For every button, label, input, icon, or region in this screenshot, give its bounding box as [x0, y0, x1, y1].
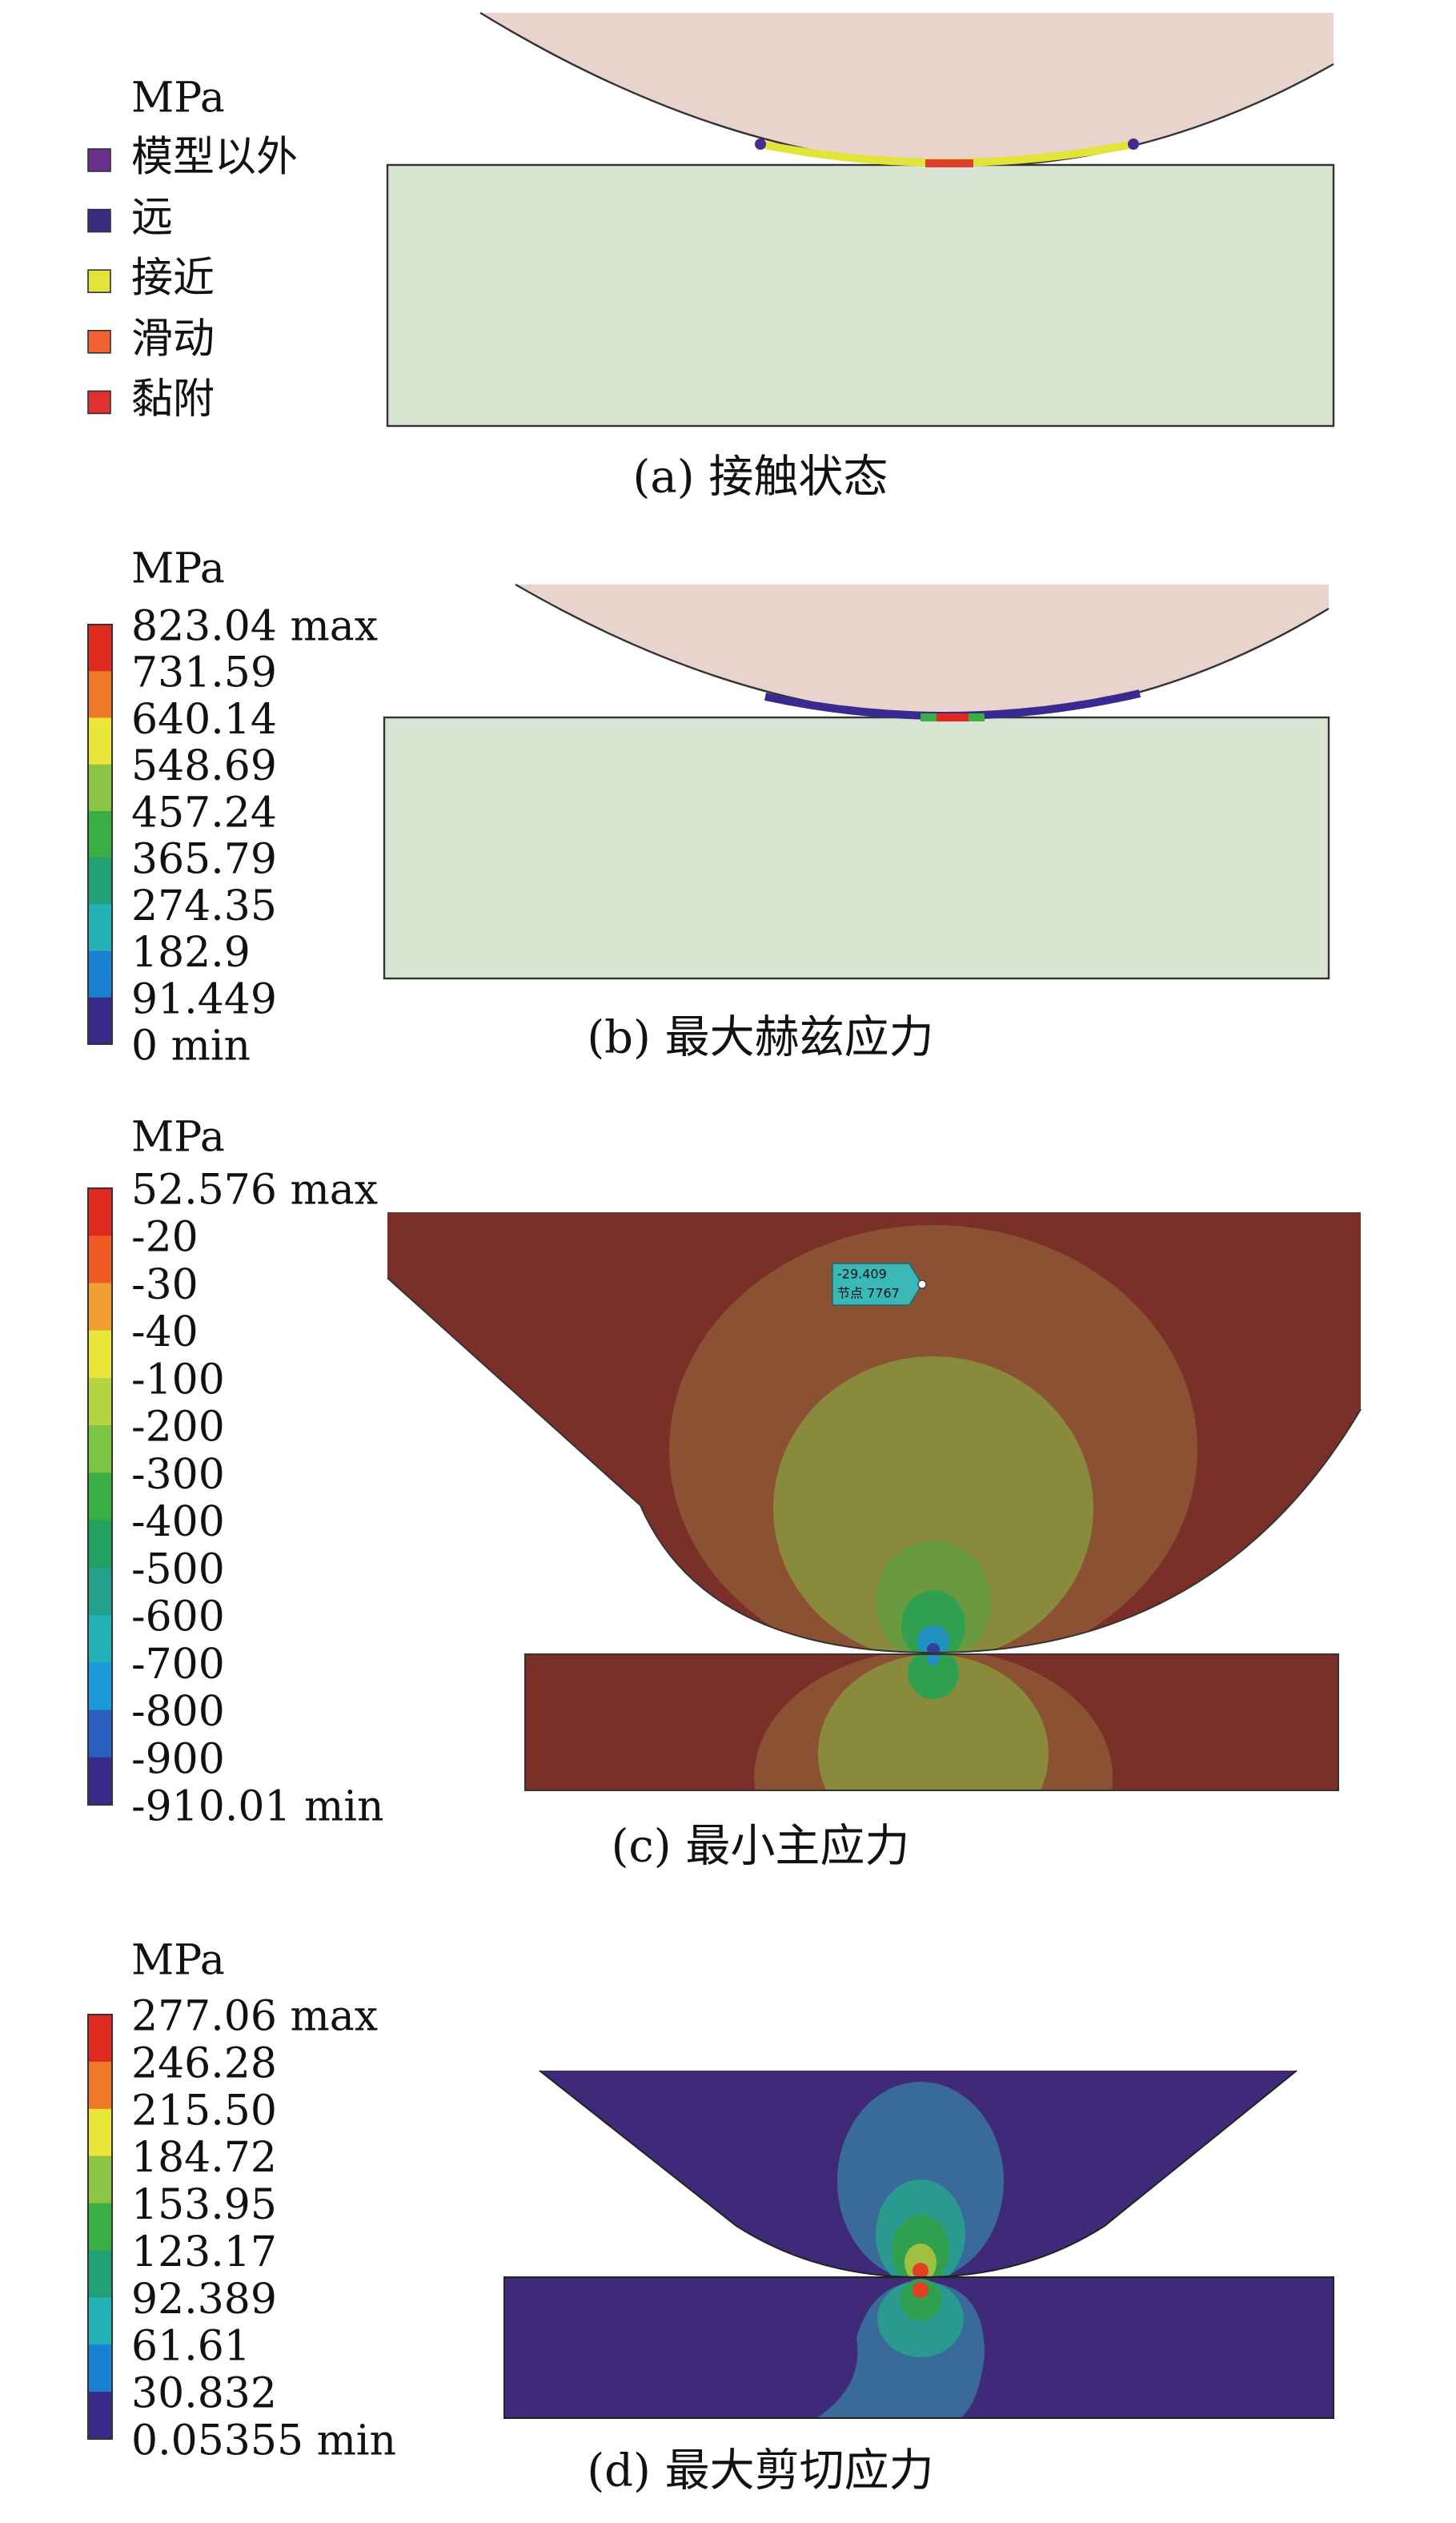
legend-label: 模型以外: [131, 134, 298, 182]
colorbar-label: -900: [131, 1735, 225, 1783]
legend-label: 滑动: [131, 315, 215, 363]
probe-value: -29.409: [837, 1267, 887, 1282]
legend-label: 接近: [131, 255, 215, 303]
colorbar-segment: [88, 1709, 112, 1758]
colorbar-segment: [88, 2108, 112, 2157]
legend-swatch: [87, 269, 111, 294]
legend-label: 远: [131, 194, 173, 242]
colorbar-label: 92.389: [131, 2276, 277, 2324]
colorbar-segment: [88, 1377, 112, 1426]
colorbar-label: -700: [131, 1641, 225, 1689]
legend-swatch: [87, 208, 111, 233]
probe-node: 节点 7767: [837, 1286, 900, 1301]
colorbar-label: 246.28: [131, 2039, 277, 2087]
colorbar-label: -600: [131, 1593, 225, 1641]
colorbar-segment: [88, 2155, 112, 2204]
colorbar-label: 277.06 max: [131, 1993, 378, 2041]
colorbar-label: 365.79: [131, 836, 277, 884]
model-d: [503, 2070, 1334, 2419]
colorbar-segment: [88, 2203, 112, 2252]
model-c: -29.409 节点 7767: [387, 1212, 1362, 1791]
model-a: [386, 11, 1335, 428]
colorbar-label: -500: [131, 1545, 225, 1593]
colorbar-label: -30: [131, 1261, 199, 1309]
colorbar-label: 274.35: [131, 882, 277, 930]
colorbar-label: 52.576 max: [131, 1167, 378, 1215]
colorbar-segment: [88, 2250, 112, 2298]
colorbar-label: 548.69: [131, 742, 277, 790]
legend-swatch: [87, 329, 111, 354]
caption: (b) 最大赫兹应力: [587, 1012, 933, 1064]
colorbar-segment: [88, 764, 112, 812]
colorbar-label: 182.9: [131, 929, 251, 977]
colorbar-segment: [88, 2344, 112, 2392]
colorbar-segment: [88, 1567, 112, 1616]
colorbar-segment: [88, 1757, 112, 1806]
colorbar-segment: [88, 1425, 112, 1473]
colorbar-segment: [88, 2392, 112, 2440]
colorbar-label: 30.832: [131, 2370, 277, 2418]
legend-label: 黏附: [131, 376, 215, 424]
colorbar-label: 215.50: [131, 2087, 277, 2135]
unit-label: MPa: [131, 545, 225, 593]
colorbar-label: 0 min: [131, 1022, 251, 1071]
colorbar-segment: [88, 1330, 112, 1379]
colorbar-label: -100: [131, 1356, 225, 1404]
colorbar-frame: [87, 624, 113, 1045]
colorbar-segment: [88, 810, 112, 858]
colorbar-segment: [88, 950, 112, 998]
colorbar-label: -400: [131, 1498, 225, 1546]
colorbar-segment: [88, 1472, 112, 1521]
colorbar-segment: [88, 1520, 112, 1569]
colorbar-segment: [88, 858, 112, 905]
colorbar-label: 61.61: [131, 2323, 251, 2371]
colorbar-segment: [88, 1283, 112, 1332]
colorbar-segment: [88, 1188, 112, 1236]
model-b: [383, 583, 1330, 980]
unit-label: MPa: [131, 74, 225, 123]
colorbar-segment: [88, 625, 112, 672]
colorbar-label: 184.72: [131, 2134, 277, 2182]
colorbar-label: 640.14: [131, 696, 277, 744]
colorbar-label: 823.04 max: [131, 603, 378, 651]
colorbar-segment: [88, 2015, 112, 2063]
colorbar-label: -800: [131, 1688, 225, 1736]
colorbar-segment: [88, 2297, 112, 2345]
caption: (c) 最小主应力: [612, 1821, 910, 1873]
colorbar-label: 457.24: [131, 789, 277, 837]
colorbar-label: 123.17: [131, 2228, 277, 2276]
colorbar-segment: [88, 671, 112, 719]
colorbar-segment: [88, 1662, 112, 1711]
colorbar-segment: [88, 2061, 112, 2110]
colorbar-label: -910.01 min: [131, 1783, 383, 1831]
colorbar-segment: [88, 1235, 112, 1284]
colorbar-label: 731.59: [131, 649, 277, 697]
caption: (d) 最大剪切应力: [587, 2445, 933, 2497]
unit-label: MPa: [131, 1937, 225, 1985]
colorbar-segment: [88, 1615, 112, 1663]
colorbar-frame: [87, 1187, 113, 1806]
colorbar-segment: [88, 904, 112, 952]
colorbar-label: -200: [131, 1404, 225, 1452]
caption: (a) 接触状态: [633, 452, 888, 504]
colorbar-segment: [88, 997, 112, 1045]
colorbar-label: -300: [131, 1451, 225, 1499]
legend-swatch: [87, 390, 111, 415]
colorbar-label: -20: [131, 1214, 199, 1262]
colorbar-label: 0.05355 min: [131, 2417, 396, 2465]
legend-swatch: [87, 148, 111, 172]
colorbar-frame: [87, 2014, 113, 2440]
colorbar-label: 91.449: [131, 975, 277, 1023]
colorbar-label: -40: [131, 1308, 199, 1356]
unit-label: MPa: [131, 1114, 225, 1162]
colorbar-segment: [88, 717, 112, 765]
colorbar-label: 153.95: [131, 2181, 277, 2229]
